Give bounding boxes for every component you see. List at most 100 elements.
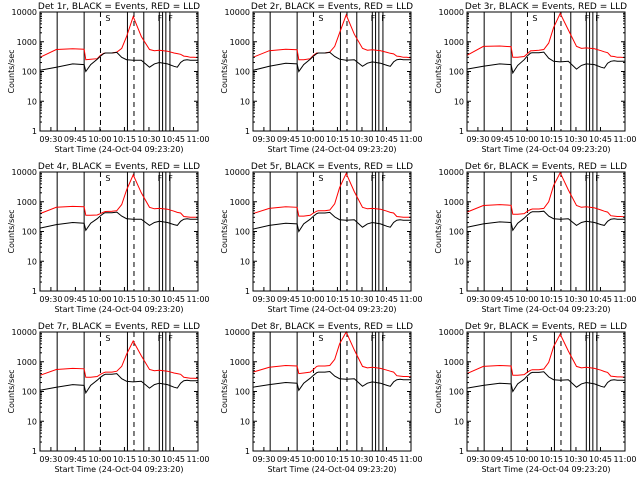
y-axis-label: Counts/sec [434, 369, 443, 413]
x-tick-label: 10:15 [113, 455, 136, 464]
y-tick-label: 1000 [444, 38, 464, 47]
flag-label: F [168, 334, 173, 343]
series-events [466, 51, 626, 75]
y-tick-label: 10 [27, 97, 37, 106]
x-axis-label: Start Time (24-Oct-04 09:23:20) [481, 305, 610, 314]
x-tick-label: 09:45 [64, 455, 87, 464]
panel-7: Det 7r, BLACK = Events, RED = LLD S F F 1 10 1… [7, 322, 210, 474]
x-axis-label: Start Time (24-Oct-04 09:23:20) [54, 305, 183, 314]
x-tick-label: 10:30 [564, 295, 587, 304]
series-events [39, 373, 199, 395]
y-tick-label: 10 [454, 417, 464, 426]
y-tick-label: 10000 [12, 328, 37, 337]
x-tick-label: 09:30 [466, 455, 489, 464]
plot-frame [39, 171, 199, 292]
x-tick-label: 10:45 [589, 295, 612, 304]
flag-label: S [532, 14, 537, 23]
y-tick-label: 10 [454, 97, 464, 106]
series-lld [252, 330, 412, 378]
x-tick-label: 10:15 [113, 295, 136, 304]
x-tick-label: 10:00 [515, 455, 538, 464]
panel-3: Det 3r, BLACK = Events, RED = LLD S F F 1 10 1… [434, 2, 637, 154]
x-axis-label: Start Time (24-Oct-04 09:23:20) [267, 145, 396, 154]
x-tick-label: 11:00 [186, 135, 209, 144]
x-tick-label: 10:45 [375, 455, 398, 464]
x-tick-label: 10:15 [326, 295, 349, 304]
y-tick-label: 10 [27, 417, 37, 426]
y-tick-label: 10 [240, 417, 250, 426]
panel-title: Det 7r, BLACK = Events, RED = LLD [38, 322, 200, 332]
y-tick-label: 1000 [17, 358, 37, 367]
y-axis-label: Counts/sec [7, 49, 16, 93]
y-tick-label: 100 [22, 388, 37, 397]
x-tick-label: 10:45 [375, 135, 398, 144]
series-events [466, 371, 626, 393]
series-lld [252, 172, 412, 218]
x-tick-label: 10:00 [515, 135, 538, 144]
y-tick-label: 1000 [17, 38, 37, 47]
y-tick-label: 10 [27, 257, 37, 266]
panel-2: Det 2r, BLACK = Events, RED = LLD S F F 1 10 1… [220, 2, 423, 154]
y-tick-label: 10000 [225, 8, 250, 17]
x-tick-label: 10:30 [137, 295, 160, 304]
x-axis-label: Start Time (24-Oct-04 09:23:20) [267, 465, 396, 474]
y-tick-label: 100 [449, 228, 464, 237]
x-tick-label: 09:30 [252, 455, 275, 464]
y-tick-label: 1000 [230, 198, 250, 207]
y-tick-label: 100 [235, 68, 250, 77]
x-tick-label: 10:00 [88, 455, 111, 464]
flag-label: F [381, 174, 386, 183]
flag-label: S [105, 334, 110, 343]
y-tick-label: 1 [245, 287, 250, 296]
y-tick-label: 100 [235, 228, 250, 237]
series-events [39, 211, 199, 232]
y-tick-label: 10000 [225, 168, 250, 177]
series-events [466, 210, 626, 232]
x-tick-label: 10:15 [326, 455, 349, 464]
y-tick-label: 10 [240, 257, 250, 266]
y-tick-label: 10000 [12, 8, 37, 17]
x-tick-label: 10:15 [540, 455, 563, 464]
panel-title: Det 1r, BLACK = Events, RED = LLD [38, 2, 200, 12]
y-tick-label: 1 [32, 287, 37, 296]
y-tick-label: 10 [454, 257, 464, 266]
y-tick-label: 100 [22, 68, 37, 77]
x-tick-label: 11:00 [186, 455, 209, 464]
x-tick-label: 09:30 [252, 135, 275, 144]
y-axis-label: Counts/sec [220, 369, 229, 413]
flag-label: F [595, 14, 600, 23]
x-tick-label: 10:15 [540, 135, 563, 144]
y-axis-label: Counts/sec [434, 209, 443, 253]
panel-title: Det 3r, BLACK = Events, RED = LLD [465, 2, 627, 12]
y-tick-label: 1 [459, 127, 464, 136]
plot-frame [252, 171, 412, 292]
x-tick-label: 11:00 [613, 295, 636, 304]
series-lld [39, 339, 199, 379]
series-events [252, 211, 412, 233]
flag-label: F [371, 334, 376, 343]
x-tick-label: 10:45 [375, 295, 398, 304]
series-lld [39, 173, 199, 218]
y-tick-label: 1000 [444, 358, 464, 367]
flag-label: F [595, 174, 600, 183]
flag-label: F [381, 14, 386, 23]
panel-9: Det 9r, BLACK = Events, RED = LLD S F F 1 10 1… [434, 322, 637, 474]
x-tick-label: 11:00 [399, 135, 422, 144]
x-tick-label: 10:00 [301, 455, 324, 464]
panel-1: Det 1r, BLACK = Events, RED = LLD S F F 1 10 1… [7, 2, 210, 154]
x-tick-label: 10:00 [301, 135, 324, 144]
x-tick-label: 10:15 [113, 135, 136, 144]
x-tick-label: 10:30 [350, 295, 373, 304]
series-lld [252, 13, 412, 61]
plot-frame [252, 11, 412, 132]
x-tick-label: 09:45 [64, 295, 87, 304]
y-axis-label: Counts/sec [220, 209, 229, 253]
flag-label: S [105, 174, 110, 183]
x-axis-label: Start Time (24-Oct-04 09:23:20) [54, 145, 183, 154]
plot-frame [466, 11, 626, 132]
flag-label: F [585, 174, 590, 183]
flag-label: S [318, 334, 323, 343]
x-tick-label: 10:30 [350, 135, 373, 144]
series-lld [466, 12, 626, 59]
x-tick-label: 10:45 [162, 455, 185, 464]
